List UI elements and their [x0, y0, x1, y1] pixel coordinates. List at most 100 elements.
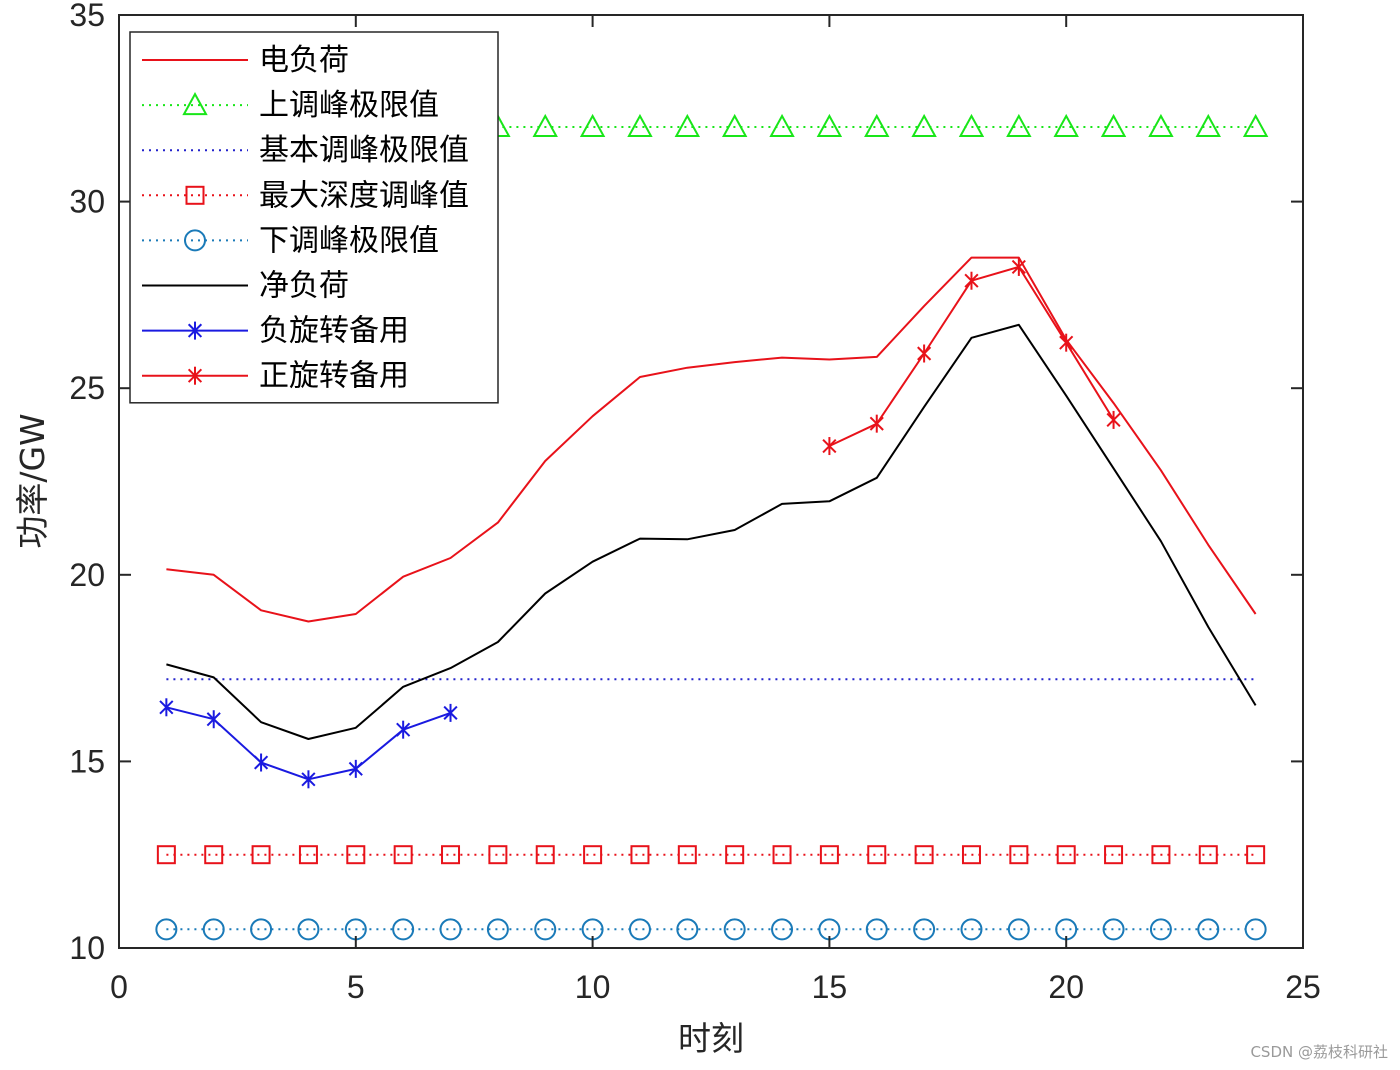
legend-label: 上调峰极限值: [259, 88, 439, 123]
series-5-point: [1149, 918, 1172, 941]
legend-marker: [187, 366, 203, 385]
legend-marker: [182, 92, 208, 116]
series-2-point: [1148, 113, 1174, 137]
series-5-point: [1007, 918, 1030, 941]
series-4-point: [1151, 845, 1171, 865]
y-tick-label: 20: [69, 557, 105, 593]
y-tick-label: 10: [69, 930, 105, 966]
series-5-point: [723, 918, 746, 941]
legend-item: 下调峰极限值: [142, 223, 439, 258]
x-tick-label: 25: [1285, 969, 1321, 1005]
legend-item: 正旋转备用: [142, 359, 409, 394]
series-4-point: [346, 845, 366, 865]
series-4-point: [204, 845, 224, 865]
series-4-point: [156, 845, 176, 865]
x-tick-label: 15: [812, 969, 848, 1005]
series-8-point: [917, 344, 932, 363]
series-4-point: [1246, 845, 1266, 865]
series-2-point: [627, 113, 653, 137]
legend-item: 净负荷: [142, 269, 349, 304]
x-tick-label: 0: [110, 969, 128, 1005]
y-axis-label: 功率/GW: [13, 413, 52, 548]
series-6-line: [166, 323, 1257, 740]
series-4: [156, 845, 1266, 865]
series-4-point: [535, 845, 555, 865]
series-4-point: [488, 845, 508, 865]
series-5-point: [676, 918, 699, 941]
series-7: [159, 698, 458, 789]
legend-item: 基本调峰极限值: [142, 133, 469, 168]
series-2-point: [769, 113, 795, 137]
series-4-point: [251, 845, 271, 865]
series-8-point: [822, 437, 837, 456]
watermark: CSDN @荔枝科研社: [1250, 1043, 1388, 1061]
legend-label: 最大深度调峰值: [259, 178, 469, 213]
series-2-point: [1053, 113, 1079, 137]
series-2-point: [532, 113, 558, 137]
legend-marker: [185, 185, 205, 205]
series-8-point: [964, 271, 979, 290]
series-5-point: [250, 918, 273, 941]
series-2-point: [1100, 113, 1127, 137]
series-5-point: [913, 918, 936, 941]
series-5-point: [1197, 918, 1220, 941]
series-4-point: [867, 845, 887, 865]
series-2-point: [579, 113, 606, 137]
legend-label: 基本调峰极限值: [259, 133, 469, 168]
series-8-point: [1106, 410, 1121, 429]
series-4-point: [914, 845, 934, 865]
series-4-point: [298, 845, 318, 865]
series-8-point: [1059, 333, 1074, 352]
x-axis-label: 时刻: [678, 1019, 744, 1058]
series-5-point: [486, 918, 509, 941]
series-1: [166, 256, 1257, 623]
series-2-point: [674, 113, 701, 137]
series-2-point: [958, 113, 985, 137]
x-tick-label: 20: [1048, 969, 1084, 1005]
series-2-point: [911, 113, 937, 137]
series-4-point: [583, 845, 603, 865]
series-7-point: [443, 703, 458, 722]
legend-label: 净负荷: [259, 269, 349, 304]
legend-label: 电负荷: [259, 43, 349, 78]
series-5-point: [297, 918, 320, 941]
legend-label: 负旋转备用: [259, 314, 409, 349]
series-5-point: [1102, 918, 1125, 941]
legend-box: [129, 31, 499, 404]
series-1-line: [166, 256, 1257, 623]
series-7-point: [396, 720, 411, 739]
series-2-point: [816, 113, 843, 137]
series-5-point: [628, 918, 651, 941]
series-4-point: [819, 845, 839, 865]
series-5-point: [1244, 918, 1267, 941]
legend-marker: [187, 321, 203, 340]
series-7-point: [254, 753, 269, 772]
legend-marker: [184, 229, 206, 252]
legend: 电负荷上调峰极限值基本调峰极限值最大深度调峰值下调峰极限值净负荷负旋转备用正旋转…: [129, 31, 499, 404]
series-4-point: [725, 845, 745, 865]
series-8-point: [1011, 257, 1026, 276]
series-2-point: [1006, 113, 1032, 137]
x-tick-label: 10: [575, 969, 611, 1005]
series-5-point: [155, 918, 178, 941]
series-4-point: [1009, 845, 1029, 865]
series-4-point: [1198, 845, 1218, 865]
y-tick-label: 30: [69, 184, 105, 220]
axes-box: [118, 14, 1304, 949]
series-4-point: [677, 845, 697, 865]
series-4-point: [1056, 845, 1076, 865]
series-6: [166, 323, 1257, 740]
series-7-point: [206, 710, 221, 729]
legend-item: 最大深度调峰值: [142, 178, 469, 213]
series-7-point: [159, 698, 174, 717]
x-tick-label: 5: [347, 969, 365, 1005]
series-2-point: [864, 113, 890, 137]
y-tick-label: 15: [69, 743, 105, 779]
series-7-point: [348, 759, 363, 778]
series-2-point: [1242, 113, 1269, 137]
series-5: [155, 918, 1267, 941]
series-5-point: [534, 918, 557, 941]
series-8: [822, 257, 1121, 456]
series-5-point: [865, 918, 888, 941]
series-8-point: [869, 414, 884, 433]
